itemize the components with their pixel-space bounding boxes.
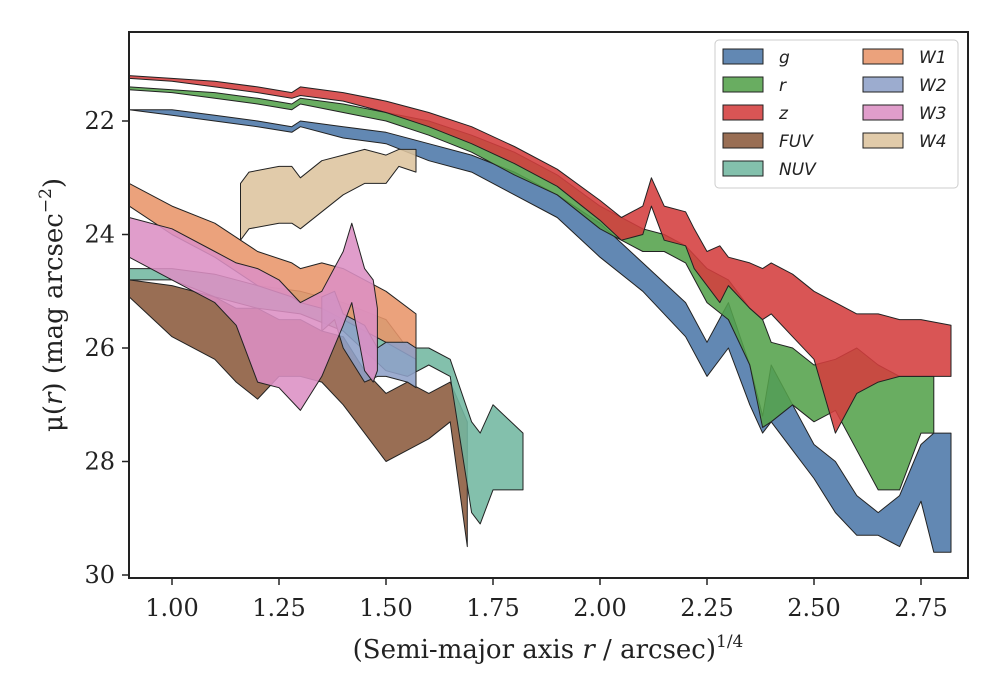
legend-swatch-w4 (862, 132, 904, 149)
x-tick-label: 2.00 (573, 594, 626, 622)
legend-swatch-w3 (862, 104, 904, 121)
x-tick-label: 1.00 (145, 594, 198, 622)
plot-frame (128, 31, 969, 579)
legend-label-z: z (778, 104, 789, 124)
legend-label-w2: W2 (919, 76, 947, 96)
y-axis-ticks: 22 24 26 28 30 (84, 107, 129, 589)
legend-label-fuv: FUV (779, 132, 814, 152)
y-tick-label: 24 (84, 221, 115, 249)
legend-swatch-nuv (722, 160, 764, 177)
legend-swatch-w1 (862, 48, 904, 65)
legend: grz FUV NUV W1 W2 W3 W4 (714, 39, 959, 189)
series-band-w4 (240, 148, 417, 241)
x-tick-label: 2.75 (894, 594, 947, 622)
legend-label-r: r (779, 76, 787, 96)
legend-swatch-w2 (862, 76, 904, 93)
series-band-w3 (128, 217, 378, 411)
y-tick-label: 28 (84, 448, 115, 476)
y-axis-label: μ(r) (mag arcsec−2) (36, 178, 69, 432)
x-tick-label: 1.75 (466, 594, 519, 622)
y-tick-label: 26 (84, 334, 115, 362)
x-tick-label: 1.25 (252, 594, 305, 622)
x-tick-label: 2.25 (680, 594, 733, 622)
legend-label-g: g (779, 48, 790, 68)
series-band-z (128, 75, 952, 434)
legend-swatch-g (722, 48, 764, 65)
legend-swatch-r (722, 76, 764, 93)
x-tick-label: 1.50 (359, 594, 412, 622)
x-axis-ticks: 1.00 1.25 1.50 1.75 2.00 2.25 2.50 2.75 (145, 578, 948, 622)
series-layer (128, 75, 952, 553)
y-tick-label: 22 (84, 107, 115, 135)
x-axis-label: (Semi-major axis r / arcsec)1/4 (353, 632, 744, 665)
legend-label-w4: W4 (919, 132, 947, 152)
x-tick-label: 2.50 (787, 594, 840, 622)
legend-label-w1: W1 (919, 48, 947, 68)
legend-swatch-fuv (722, 132, 764, 149)
legend-swatch-z (722, 104, 764, 121)
legend-label-w3: W3 (919, 104, 947, 124)
y-tick-label: 30 (84, 561, 115, 589)
legend-label-nuv: NUV (779, 160, 817, 180)
